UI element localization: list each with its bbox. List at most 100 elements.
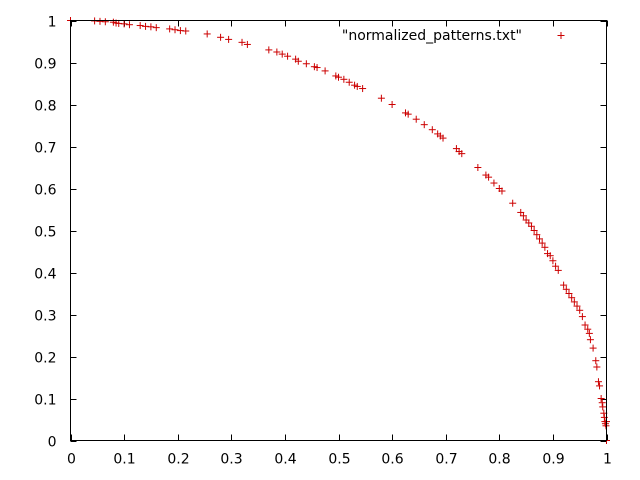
data-point [166,25,174,33]
data-point [294,57,302,65]
data-point [527,222,535,230]
data-point [581,321,589,329]
data-point [147,23,155,31]
y-tick-label: 0.9 [34,57,56,73]
data-point [549,257,557,265]
x-tick-label: 0.4 [274,452,296,468]
x-tick-label: 0.1 [113,452,135,468]
data-point [412,115,420,123]
x-tick-label: 0.5 [328,452,350,468]
data-point [120,20,128,28]
data-point [578,313,586,321]
x-tick-label: 0.8 [488,452,510,468]
x-tick-label: 0 [67,452,76,468]
legend-label: "normalized_patterns.txt" [342,28,522,44]
data-point [536,235,543,243]
data-points-layer [67,17,610,444]
data-point [576,306,584,314]
data-point [302,60,310,68]
data-point [546,252,554,260]
data-point [552,262,560,270]
data-point [420,121,428,129]
data-point [353,82,361,90]
tick-labels-layer: 0 0.1 0.2 0.3 0.4 0.5 0.6 0.7 0.8 0.9 1 0 0.1 0.2 0.3 0… [34,15,612,468]
y-tick-label: 0 [48,435,57,451]
data-point [217,33,225,41]
data-point [573,302,581,310]
data-point [519,212,527,220]
data-point [377,94,385,102]
legend: "normalized_patterns.txt" [342,28,565,44]
data-point [265,46,273,54]
y-tick-label: 0.6 [34,183,56,199]
data-point [335,73,342,81]
legend-marker [557,32,565,39]
data-point [538,239,546,247]
y-tick-label: 0.1 [34,393,56,409]
data-point [593,363,601,371]
data-point [321,67,329,75]
data-point [530,227,538,234]
data-point [340,75,348,83]
y-tick-label: 0.5 [34,225,56,241]
data-point [345,78,353,86]
y-tick-label: 0.8 [34,99,56,115]
x-tick-label: 1 [603,452,612,468]
data-point [589,344,597,352]
data-point [584,325,592,333]
legend-plus [557,32,565,39]
data-point [565,290,573,297]
x-tick-label: 0.7 [435,452,457,468]
data-point [554,266,562,274]
data-point [136,22,144,30]
data-point [439,134,447,142]
data-point [509,199,517,207]
y-tick-label: 0.3 [34,309,56,325]
data-point [388,101,396,108]
data-point [225,35,233,43]
y-tick-label: 1 [48,15,57,31]
data-point [586,336,594,344]
data-point [533,231,541,239]
data-point [597,395,605,402]
data-point [152,24,160,32]
data-point [458,150,466,158]
data-point [273,48,281,56]
data-point [541,243,549,251]
data-point [428,126,436,134]
data-point [474,164,482,171]
y-tick-label: 0.7 [34,141,56,157]
data-point [238,38,246,46]
data-point [602,422,610,430]
plot-frame [70,20,607,441]
y-tick-label: 0.4 [34,267,56,283]
data-point [203,30,211,38]
data-point [596,382,604,390]
data-point [278,50,286,58]
data-point [101,18,109,26]
data-point [562,285,570,293]
data-point [599,403,607,411]
data-point [485,173,493,181]
data-point [560,281,568,289]
data-point [490,179,498,187]
x-tick-label: 0.6 [381,452,403,468]
data-point [243,40,251,48]
data-point [359,85,367,93]
data-point [313,64,321,72]
ticks-layer [70,20,608,442]
data-point [585,329,593,337]
data-point [171,26,179,34]
data-point [182,27,190,35]
data-point [594,378,602,386]
data-point [592,357,600,365]
data-point [568,294,576,302]
x-tick-label: 0.3 [220,452,242,468]
data-point [498,187,506,195]
y-tick-label: 0.2 [34,351,56,367]
data-point [125,21,133,29]
data-point [570,298,578,306]
x-tick-label: 0.2 [167,452,189,468]
data-point [598,399,606,407]
